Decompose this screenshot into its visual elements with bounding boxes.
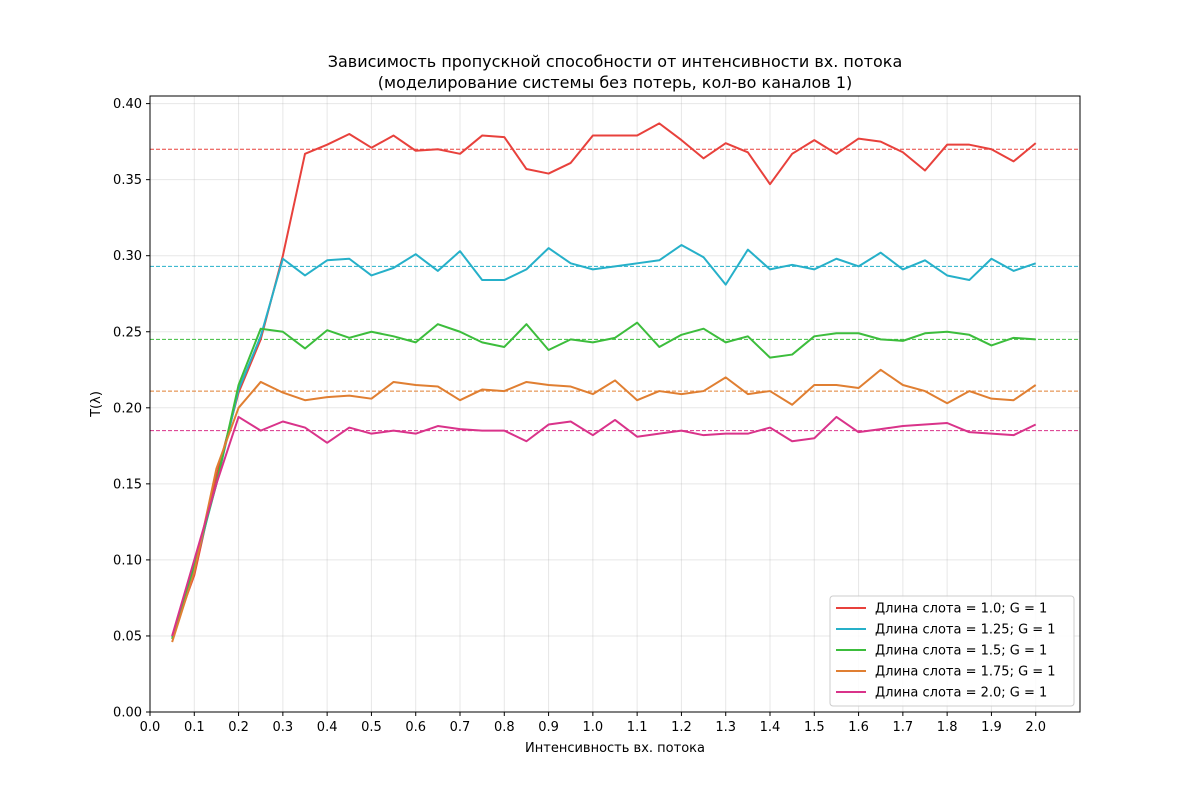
y-tick-label: 0.15: [113, 477, 142, 492]
y-tick-label: 0.05: [113, 629, 142, 644]
y-tick-label: 0.20: [113, 401, 142, 416]
x-tick-label: 0.0: [140, 720, 161, 735]
y-tick-label: 0.10: [113, 553, 142, 568]
x-tick-label: 0.9: [538, 720, 559, 735]
x-tick-label: 1.8: [937, 720, 958, 735]
legend-label: Длина слота = 1.0; G = 1: [875, 602, 1047, 617]
x-tick-label: 1.9: [981, 720, 1002, 735]
x-tick-label: 0.7: [450, 720, 471, 735]
x-axis-label: Интенсивность вх. потока: [525, 741, 705, 756]
x-tick-label: 0.4: [317, 720, 338, 735]
x-tick-label: 1.5: [804, 720, 825, 735]
x-tick-label: 1.4: [760, 720, 781, 735]
x-axis-ticks: 0.0 0.1 0.2 0.3 0.4 0.5 0.6 0.7 0.8 0.9 1.0 1.1 1.2 1…: [140, 712, 1046, 735]
y-tick-label: 0.00: [113, 706, 142, 721]
x-tick-label: 0.2: [228, 720, 249, 735]
x-tick-label: 1.2: [671, 720, 692, 735]
x-tick-label: 0.3: [273, 720, 294, 735]
y-tick-label: 0.30: [113, 249, 142, 264]
x-tick-label: 0.6: [405, 720, 426, 735]
series-line: [171, 122, 1037, 637]
chart-title: Зависимость пропускной способности от ин…: [328, 52, 903, 71]
series-line: [171, 244, 1037, 638]
x-tick-label: 0.5: [361, 720, 382, 735]
x-tick-label: 2.0: [1025, 720, 1046, 735]
x-tick-label: 1.7: [893, 720, 914, 735]
x-tick-label: 1.1: [627, 720, 648, 735]
legend-box: [829, 595, 1075, 707]
legend-label: Длина слота = 1.5; G = 1: [875, 644, 1047, 659]
series-line: [171, 368, 1037, 643]
y-tick-label: 0.35: [113, 173, 142, 188]
y-tick-label: 0.40: [113, 97, 142, 112]
series-line: [171, 415, 1037, 637]
legend-entries: Длина слота = 1.0; G = 1 Длина слота = 1.…: [836, 602, 1056, 701]
x-tick-label: 1.3: [715, 720, 736, 735]
series-line: [171, 321, 1036, 640]
x-tick-label: 0.1: [184, 720, 205, 735]
legend-label: Длина слота = 1.25; G = 1: [875, 623, 1056, 638]
legend-label: Длина слота = 2.0; G = 1: [875, 686, 1047, 701]
y-axis-ticks: 0.00 0.05 0.10 0.15 0.20 0.25 0.30 0.35 0.40: [113, 97, 150, 721]
y-axis-label: T(λ): [89, 391, 104, 418]
chart-subtitle: (моделирование системы без потерь, кол-в…: [378, 73, 852, 92]
x-tick-label: 0.8: [494, 720, 515, 735]
x-tick-label: 1.0: [583, 720, 604, 735]
legend-label: Длина слота = 1.75; G = 1: [875, 665, 1056, 680]
x-tick-label: 1.6: [848, 720, 869, 735]
legend: Длина слота = 1.0; G = 1 Длина слота = 1.…: [829, 595, 1075, 707]
series-lines: [171, 122, 1037, 643]
plot-frame: [149, 95, 1081, 713]
y-tick-label: 0.25: [113, 325, 142, 340]
